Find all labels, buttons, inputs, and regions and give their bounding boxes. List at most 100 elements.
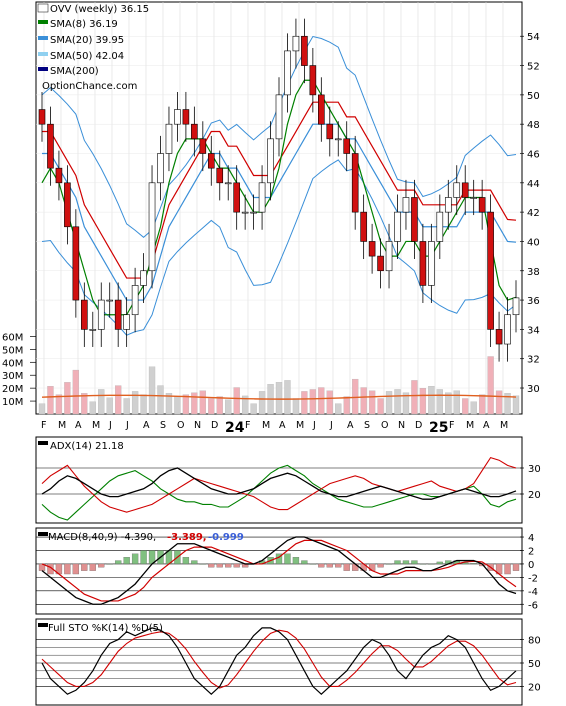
candle-body — [478, 197, 486, 213]
volume-bar — [411, 380, 418, 415]
macd-tick-label: -2 — [528, 573, 538, 584]
price-legend: OVV (weekly) 36.15 SMA(8) 36.19 SMA(20) … — [37, 3, 149, 92]
month-label: N — [398, 420, 405, 431]
candle-body — [343, 138, 351, 154]
month-label: A — [143, 420, 150, 431]
legend-sma20-label: SMA(20) 39.95 — [50, 35, 124, 46]
candle-body — [216, 167, 224, 184]
legend-swatch-sma8 — [38, 20, 48, 24]
candle-body — [131, 285, 139, 316]
legend-macd-hist: -0.999 — [208, 532, 244, 543]
sto-tick-label: 50 — [528, 659, 541, 670]
macd-histogram-bar — [318, 563, 325, 568]
month-label: J — [125, 420, 129, 431]
month-label: F — [245, 420, 250, 431]
volume-tick-label: 20M — [2, 384, 23, 395]
macd-histogram-bar — [512, 563, 520, 571]
price-tick-label: 54 — [527, 32, 540, 43]
month-label: M — [58, 420, 66, 431]
sto-legend: Full STO %K(14) %D(5) — [38, 623, 163, 634]
macd-histogram-bar — [72, 563, 80, 575]
macd-histogram-bar — [123, 557, 130, 565]
candle-body — [207, 153, 215, 169]
macd-histogram-bar — [191, 560, 198, 565]
month-label: S — [160, 420, 166, 431]
volume-bar — [241, 395, 249, 415]
volume-bar — [199, 390, 206, 415]
candle-body — [334, 138, 342, 141]
legend-sma50-label: SMA(50) 42.04 — [50, 51, 124, 62]
volume-bar — [436, 389, 443, 415]
macd-histogram-bar — [81, 563, 88, 571]
candle-body — [385, 241, 393, 272]
volume-tick-label: 60M — [2, 332, 23, 343]
adx-legend: ADX(14) 21.18 — [38, 441, 124, 452]
candle-body — [436, 211, 444, 242]
macd-histogram-bar — [377, 563, 384, 568]
candle-body — [114, 299, 122, 330]
di-minus-line — [41, 456, 517, 513]
volume-bar — [72, 369, 80, 415]
macd-histogram-bar — [335, 563, 342, 568]
candle-body — [394, 211, 401, 242]
sto-d-line — [41, 629, 517, 689]
candle-body — [318, 94, 325, 125]
adx-line — [41, 467, 517, 500]
volume-bar — [89, 401, 96, 415]
candle-body — [411, 197, 418, 242]
volume-bar — [81, 393, 88, 415]
volume-bar — [368, 390, 376, 415]
volume-bar — [115, 385, 122, 415]
macd-histogram-bar — [385, 563, 393, 565]
volume-bar — [106, 397, 113, 415]
volume-bar — [55, 394, 63, 415]
macd-tick-label: 2 — [528, 546, 534, 557]
month-label: A — [483, 420, 490, 431]
watermark: OptionChance.com — [42, 81, 137, 92]
macd-histogram-bar — [428, 563, 435, 565]
macd-histogram-bar — [225, 563, 232, 568]
month-label: O — [177, 420, 184, 431]
macd-histogram-bar — [89, 563, 96, 571]
price-tick-label: 38 — [527, 267, 540, 278]
candle-body — [258, 182, 266, 213]
year-label: 24 — [225, 420, 245, 436]
candle-body — [292, 35, 300, 52]
price-tick-label: 36 — [527, 296, 540, 307]
volume-bar — [131, 391, 139, 415]
volume-bar — [165, 393, 173, 415]
price-tick-label: 30 — [527, 384, 540, 395]
volume-bar — [335, 403, 342, 415]
macd-legend: MACD(8,40,9) -4.390, -3.389, -0.999 — [38, 532, 244, 543]
macd-histogram-bar — [98, 563, 105, 568]
volume-bar — [216, 396, 223, 415]
candle-body — [55, 167, 63, 184]
candle-body — [444, 197, 452, 213]
volume-bar — [512, 395, 520, 415]
candle-body — [157, 153, 164, 184]
candle-body — [419, 241, 427, 286]
volume-bar — [360, 387, 367, 415]
volume-bar — [318, 387, 325, 415]
candle-body — [504, 314, 511, 345]
volume-bar — [174, 396, 181, 415]
candle-body — [224, 182, 232, 185]
candle-body — [360, 211, 367, 242]
volume-bar — [250, 403, 257, 415]
volume-bar — [208, 398, 215, 415]
macd-signal-line — [41, 539, 517, 602]
volume-bar — [495, 390, 503, 415]
candle-body — [165, 123, 173, 154]
macd-line — [41, 536, 517, 605]
candle-body — [241, 211, 249, 214]
macd-histogram-bar — [419, 563, 427, 565]
candle-body — [453, 182, 461, 198]
sto-tick-label: 20 — [528, 682, 541, 693]
macd-panel-frame — [35, 527, 523, 615]
candle-body — [97, 299, 105, 330]
volume-bar — [123, 398, 130, 415]
month-label: D — [415, 420, 422, 431]
volume-bar — [478, 394, 486, 415]
candle-body — [191, 123, 198, 140]
